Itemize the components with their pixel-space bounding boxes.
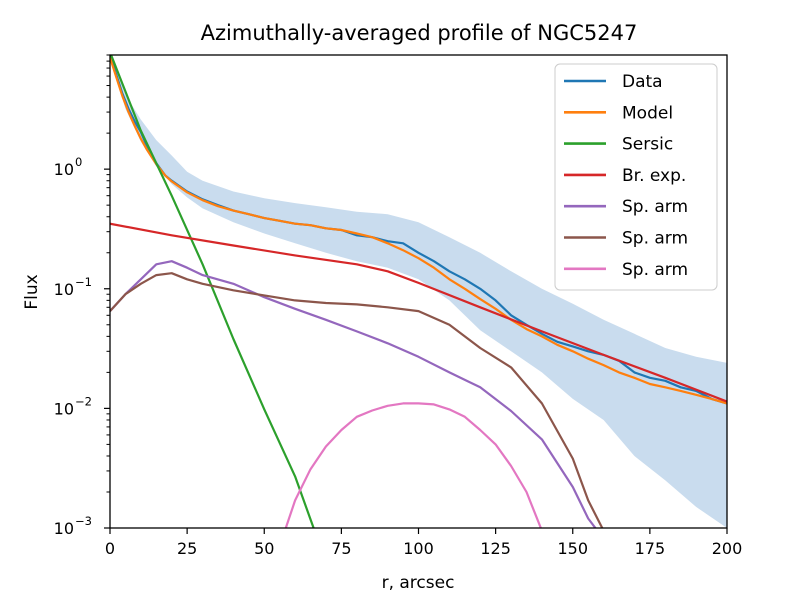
series-line-4 (110, 260, 597, 528)
legend-label: Sp. arm (622, 229, 688, 249)
x-tick-label: 100 (403, 539, 434, 558)
x-tick-label: 200 (712, 539, 743, 558)
x-tick-label: 125 (480, 539, 511, 558)
y-tick-label: 10 (54, 280, 74, 299)
y-tick-exponent: −3 (75, 514, 92, 528)
legend-label: Sp. arm (622, 260, 688, 280)
x-tick-label: 50 (254, 539, 274, 558)
series-line-1 (110, 57, 727, 405)
series-line-3 (110, 222, 727, 403)
y-tick-label: 10 (54, 160, 74, 179)
plot-area (109, 54, 728, 529)
x-axis-label: r, arcsec (382, 573, 455, 593)
x-tick-label: 25 (177, 539, 197, 558)
legend-label: Data (622, 72, 663, 92)
x-tick-label: 150 (557, 539, 588, 558)
x-tick-label: 175 (635, 539, 666, 558)
series-line-6 (284, 402, 543, 528)
x-tick-label: 75 (331, 539, 351, 558)
legend-box (554, 63, 718, 291)
y-tick-exponent: 0 (75, 155, 82, 169)
x-tick-label: 0 (105, 539, 115, 558)
series-lines (110, 55, 727, 528)
series-line-2 (110, 55, 315, 528)
legend-label: Sersic (622, 135, 673, 155)
y-tick-exponent: −1 (75, 275, 92, 289)
y-tick-label: 10 (54, 519, 74, 538)
x-axis-ticks: 0 25 50 75 100 125 150 175 200 (105, 528, 742, 558)
y-axis-label: Flux (22, 274, 42, 309)
series-line-5 (110, 272, 604, 528)
y-tick-exponent: −2 (75, 394, 92, 408)
legend-label: Br. exp. (622, 166, 686, 186)
legend: Data Model Sersic Br. exp. Sp. arm Sp. arm Sp.… (554, 63, 718, 291)
legend-label: Sp. arm (622, 197, 688, 217)
chart-title: Azimuthally-averaged profile of NGC5247 (201, 21, 638, 45)
y-tick-label: 10 (54, 399, 74, 418)
legend-label: Model (622, 103, 673, 123)
